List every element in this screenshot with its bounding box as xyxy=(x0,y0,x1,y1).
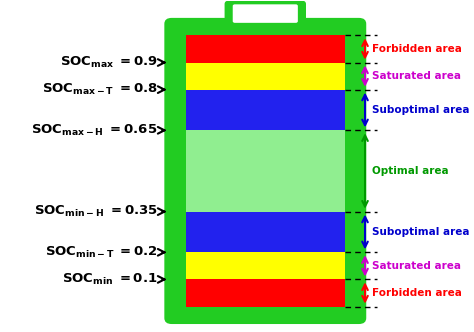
Text: Saturated area: Saturated area xyxy=(373,261,461,271)
FancyBboxPatch shape xyxy=(233,4,298,23)
Text: Forbidden area: Forbidden area xyxy=(373,44,462,54)
Bar xyxy=(186,130,345,211)
Text: Saturated area: Saturated area xyxy=(373,71,461,81)
Text: Forbidden area: Forbidden area xyxy=(373,288,462,298)
Text: $\mathrm{\mathbf{SOC}}_{\mathrm{\mathbf{max}}}$ $\mathbf{= 0.9}$: $\mathrm{\mathbf{SOC}}_{\mathrm{\mathbf{… xyxy=(60,55,157,70)
Bar xyxy=(186,62,345,90)
Text: $\mathrm{\mathbf{SOC}}_{\mathrm{\mathbf{min-H}}}$ $\mathbf{= 0.35}$: $\mathrm{\mathbf{SOC}}_{\mathrm{\mathbf{… xyxy=(34,204,157,219)
Text: Optimal area: Optimal area xyxy=(373,166,449,176)
Text: $\mathrm{\mathbf{SOC}}_{\mathrm{\mathbf{max-H}}}$ $\mathbf{= 0.65}$: $\mathrm{\mathbf{SOC}}_{\mathrm{\mathbf{… xyxy=(31,123,157,138)
Bar xyxy=(186,252,345,280)
Text: Suboptimal area: Suboptimal area xyxy=(373,105,470,115)
Bar xyxy=(186,36,345,62)
Text: Suboptimal area: Suboptimal area xyxy=(373,227,470,237)
Bar xyxy=(186,90,345,130)
FancyBboxPatch shape xyxy=(164,18,366,324)
Bar xyxy=(186,211,345,252)
Text: $\mathrm{\mathbf{SOC}}_{\mathrm{\mathbf{max-T}}}$ $\mathbf{= 0.8}$: $\mathrm{\mathbf{SOC}}_{\mathrm{\mathbf{… xyxy=(42,82,157,97)
Text: $\mathrm{\mathbf{SOC}}_{\mathrm{\mathbf{min-T}}}$ $\mathbf{= 0.2}$: $\mathrm{\mathbf{SOC}}_{\mathrm{\mathbf{… xyxy=(45,245,157,260)
Bar xyxy=(186,280,345,306)
Text: $\mathrm{\mathbf{SOC}}_{\mathrm{\mathbf{min}}}$ $\mathbf{= 0.1}$: $\mathrm{\mathbf{SOC}}_{\mathrm{\mathbf{… xyxy=(62,272,157,287)
FancyBboxPatch shape xyxy=(225,1,306,27)
